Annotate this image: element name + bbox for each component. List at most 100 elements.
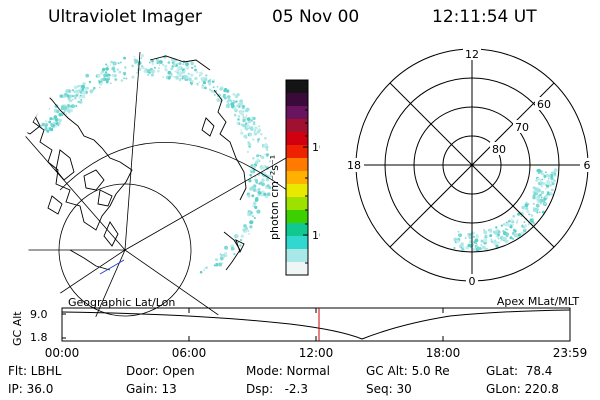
aurora-speckle bbox=[221, 262, 224, 265]
aurora-speckle bbox=[495, 241, 499, 245]
aurora-speckle bbox=[483, 238, 488, 243]
aurora-speckle bbox=[67, 97, 71, 101]
aurora-speckle bbox=[512, 223, 515, 226]
aurora-speckle bbox=[66, 109, 69, 112]
aurora-speckle bbox=[493, 239, 497, 243]
aurora-speckle bbox=[253, 130, 255, 133]
aurora-speckle bbox=[532, 208, 537, 213]
apex-panel-label: Apex MLat/MLT bbox=[497, 295, 580, 308]
aurora-speckle bbox=[257, 187, 261, 191]
aurora-speckle bbox=[66, 104, 70, 108]
aurora-speckle bbox=[545, 171, 547, 174]
aurora-speckle bbox=[81, 94, 86, 99]
colorbar-cell bbox=[286, 197, 308, 211]
aurora-speckle bbox=[260, 133, 263, 136]
aurora-speckle bbox=[513, 229, 517, 233]
aurora-speckle bbox=[523, 228, 527, 233]
aurora-speckle bbox=[453, 247, 456, 249]
orbit-track bbox=[99, 259, 125, 275]
aurora-speckle bbox=[98, 86, 101, 89]
aurora-speckle bbox=[521, 205, 525, 210]
aurora-speckle bbox=[516, 236, 518, 238]
aurora-speckle bbox=[553, 179, 556, 182]
aurora-speckle bbox=[260, 155, 265, 160]
aurora-speckle bbox=[123, 77, 125, 80]
aurora-speckle bbox=[239, 99, 244, 104]
mlt-label-12: 12 bbox=[465, 48, 479, 61]
aurora-speckle bbox=[176, 69, 180, 73]
aurora-speckle bbox=[511, 220, 515, 224]
aurora-speckle bbox=[85, 73, 90, 78]
aurora-speckle bbox=[554, 172, 557, 175]
aurora-speckle bbox=[258, 128, 261, 131]
aurora-speckle bbox=[70, 105, 73, 108]
aurora-speckle bbox=[148, 71, 151, 74]
dsp-readout: Dsp: -2.3 bbox=[246, 382, 309, 396]
aurora-speckle bbox=[68, 111, 71, 114]
aurora-speckle bbox=[485, 235, 488, 238]
aurora-speckle bbox=[81, 84, 85, 89]
timeline-ticks bbox=[61, 308, 571, 341]
aurora-speckle bbox=[254, 126, 258, 130]
aurora-speckle bbox=[125, 77, 128, 80]
geo-aurora-emission bbox=[39, 54, 273, 274]
aurora-speckle bbox=[256, 154, 260, 158]
aurora-speckle bbox=[537, 168, 541, 173]
aurora-speckle bbox=[550, 171, 554, 174]
aurora-speckle bbox=[258, 182, 261, 185]
aurora-speckle bbox=[524, 228, 526, 231]
aurora-speckle bbox=[247, 141, 250, 144]
aurora-speckle bbox=[183, 75, 187, 78]
aurora-speckle bbox=[530, 214, 534, 217]
aurora-speckle bbox=[220, 256, 224, 261]
timeline-xtick-1200: 12:00 bbox=[299, 346, 334, 360]
aurora-speckle bbox=[514, 233, 519, 237]
aurora-speckle bbox=[537, 198, 541, 202]
aurora-speckle bbox=[209, 88, 212, 91]
aurora-speckle bbox=[118, 70, 122, 74]
aurora-speckle bbox=[53, 115, 58, 119]
aurora-speckle bbox=[73, 85, 78, 90]
aurora-speckle bbox=[235, 100, 238, 103]
aurora-speckle bbox=[93, 86, 96, 90]
aurora-speckle bbox=[171, 61, 174, 64]
aurora-speckle bbox=[528, 213, 531, 216]
aurora-speckle bbox=[549, 174, 554, 178]
aurora-speckle bbox=[509, 225, 513, 229]
colorbar-cell bbox=[286, 80, 308, 94]
aurora-speckle bbox=[202, 81, 206, 85]
aurora-speckle bbox=[529, 218, 534, 223]
aurora-speckle bbox=[111, 73, 115, 77]
aurora-speckle bbox=[455, 239, 460, 244]
aurora-speckle bbox=[63, 111, 66, 114]
aurora-speckle bbox=[190, 79, 194, 83]
aurora-speckle bbox=[45, 120, 48, 123]
aurora-speckle bbox=[490, 238, 493, 241]
aurora-speckle bbox=[248, 145, 251, 148]
aurora-speckle bbox=[170, 67, 174, 71]
aurora-speckle bbox=[495, 244, 499, 248]
aurora-speckle bbox=[497, 237, 500, 240]
aurora-speckle bbox=[194, 76, 198, 81]
aurora-speckle bbox=[500, 224, 503, 227]
aurora-speckle bbox=[80, 98, 83, 101]
timeline-ytick-1.8: 1.8 bbox=[30, 331, 48, 344]
aurora-speckle bbox=[49, 127, 54, 132]
mode-readout: Mode: Normal bbox=[246, 364, 330, 378]
aurora-speckle bbox=[505, 232, 509, 237]
colorbar-cell bbox=[286, 262, 308, 276]
aurora-speckle bbox=[264, 143, 268, 147]
aurora-speckle bbox=[253, 132, 258, 136]
aurora-speckle bbox=[516, 219, 519, 222]
mlt-label-6: 6 bbox=[584, 159, 591, 172]
aurora-speckle bbox=[542, 200, 546, 203]
aurora-speckle bbox=[507, 223, 511, 227]
aurora-speckle bbox=[263, 192, 267, 196]
aurora-speckle bbox=[185, 62, 189, 66]
colorbar-cell bbox=[286, 171, 308, 185]
aurora-speckle bbox=[266, 192, 271, 196]
aurora-speckle bbox=[182, 70, 186, 74]
aurora-speckle bbox=[198, 74, 201, 77]
aurora-speckle bbox=[65, 89, 69, 93]
aurora-speckle bbox=[553, 174, 557, 177]
